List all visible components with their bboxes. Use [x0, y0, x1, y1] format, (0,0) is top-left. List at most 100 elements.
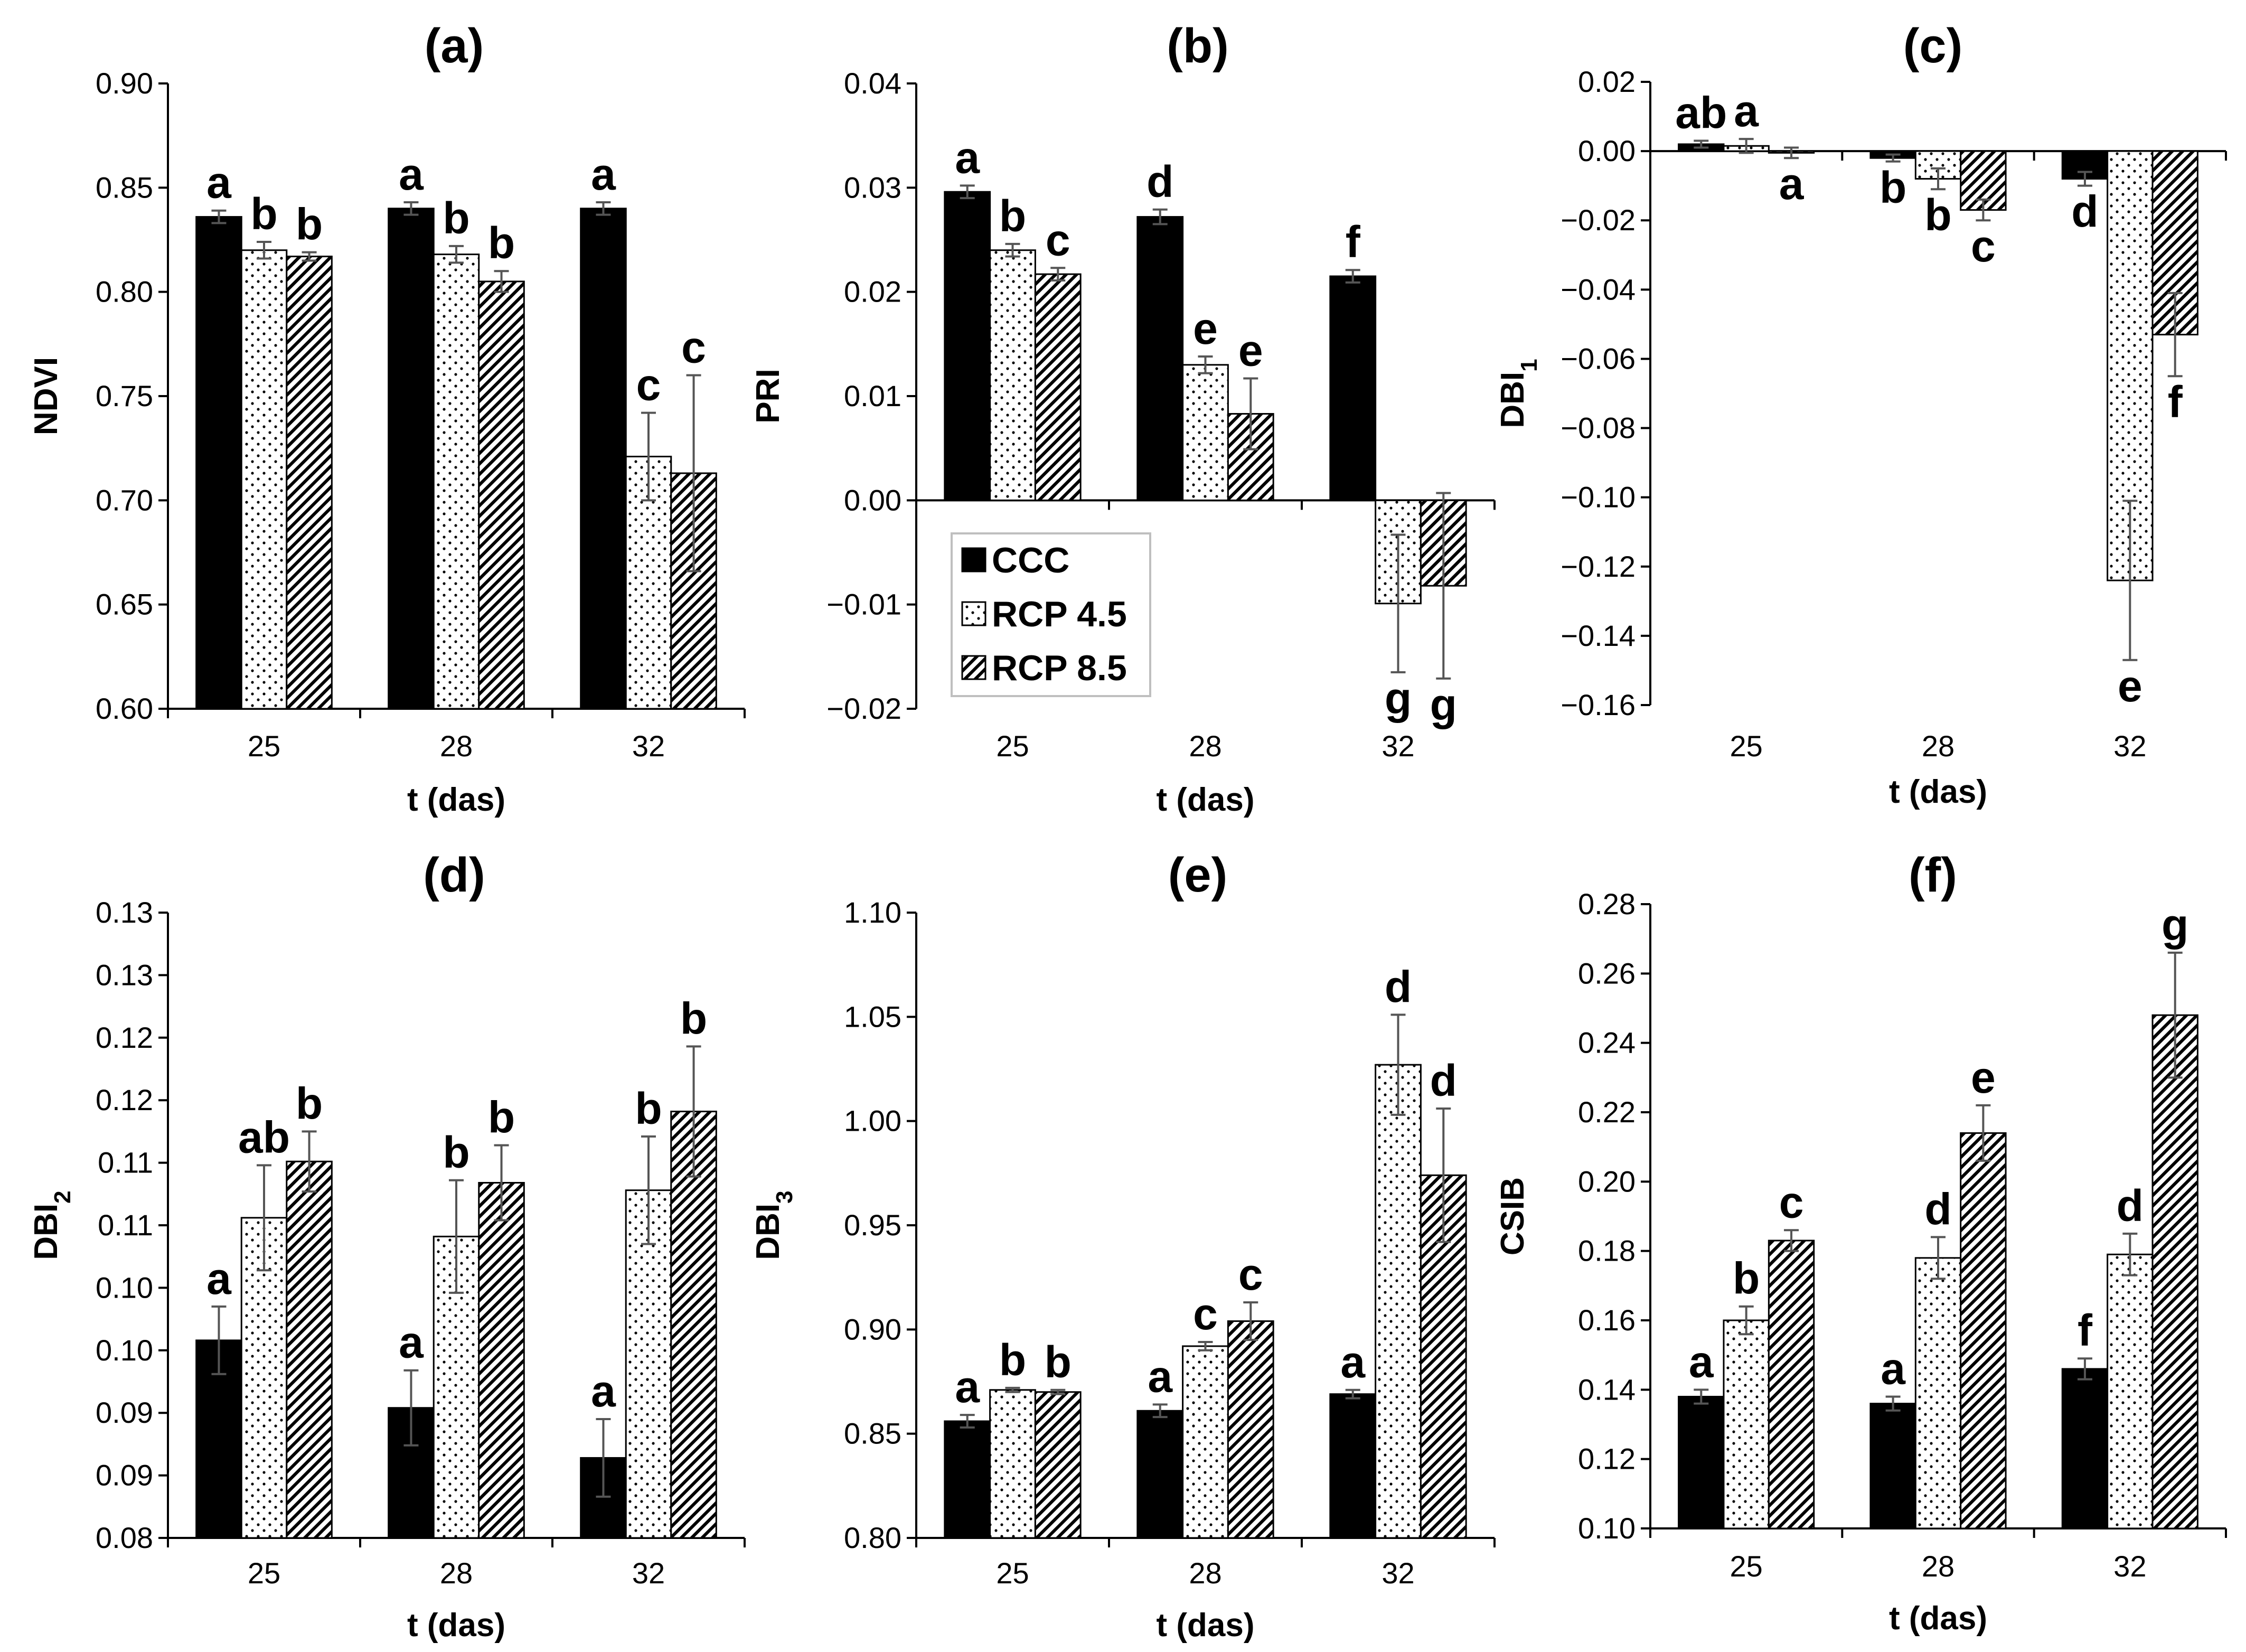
- x-tick-label: 32: [1382, 1556, 1414, 1590]
- y-tick-label: −0.10: [1561, 481, 1636, 514]
- y-axis-label: NDVI: [28, 357, 64, 435]
- y-tick-label: 0.13: [96, 958, 153, 991]
- significance-letter: b: [488, 1092, 515, 1142]
- panel-b: (b) −0.02 −0.01 0.00 0.01 0.02 0.03 0.04 ab c 25 d e…: [750, 19, 1496, 818]
- y-axis-label: PRI: [750, 369, 786, 423]
- significance-letter: b: [1733, 1254, 1760, 1303]
- legend-swatch-rcp85: [961, 655, 986, 680]
- y-tick-label: 0.80: [844, 1521, 901, 1554]
- significance-letter: b: [488, 218, 515, 268]
- y-tick-label: 0.12: [96, 1083, 153, 1116]
- bar-ccc: [1136, 1410, 1184, 1539]
- y-tick-label: 0.08: [96, 1521, 153, 1554]
- y-tick-label: 0.11: [98, 1208, 153, 1242]
- y-tick-label: 0.70: [96, 483, 153, 517]
- bar-rcp85: [2151, 1014, 2198, 1529]
- panel-title: (c): [1903, 19, 1962, 73]
- significance-letter: a: [955, 1362, 980, 1412]
- bar-rcp85: [286, 256, 333, 710]
- y-tick-label: 1.00: [844, 1104, 901, 1138]
- y-tick-label: −0.02: [826, 692, 901, 725]
- x-tick-label: 28: [1922, 1550, 1954, 1583]
- significance-letter: c: [1046, 215, 1070, 265]
- bar-rcp45: [1375, 1064, 1422, 1539]
- x-axis-label: t (das): [1889, 774, 1987, 810]
- significance-letter: b: [250, 189, 277, 239]
- significance-letter: g: [2162, 900, 2188, 950]
- significance-letter: f: [1346, 217, 1361, 267]
- y-tick-label: 0.18: [1578, 1234, 1636, 1268]
- significance-letter: d: [2071, 187, 2098, 237]
- y-axis-label: DBI2: [28, 1190, 76, 1260]
- x-axis-label: t (das): [1889, 1600, 1987, 1637]
- bar-rcp85: [1034, 1391, 1082, 1539]
- y-axis-label: CSIB: [1495, 1177, 1531, 1255]
- y-tick-label: 0.12: [96, 1021, 153, 1054]
- bar-rcp45: [1723, 1319, 1770, 1529]
- y-tick-label: 0.85: [96, 171, 153, 204]
- y-tick-label: −0.02: [1561, 203, 1636, 237]
- y-tick-label: 0.12: [1578, 1442, 1636, 1476]
- significance-letter: a: [1881, 1344, 1906, 1393]
- y-tick-label: 0.10: [96, 1271, 153, 1304]
- y-axis-label-subscript: 1: [1516, 359, 1542, 371]
- significance-letter: b: [999, 191, 1026, 241]
- y-tick-label: 0.90: [844, 1312, 901, 1346]
- significance-letter: a: [1340, 1337, 1366, 1387]
- bar-rcp85: [478, 1181, 525, 1539]
- significance-letter: d: [2117, 1181, 2144, 1231]
- y-tick-label: 0.90: [96, 67, 153, 100]
- y-tick-label: 0.10: [96, 1334, 153, 1367]
- y-tick-label: 0.75: [96, 379, 153, 412]
- x-tick-label: 28: [1189, 729, 1221, 763]
- bar-rcp45: [1182, 364, 1229, 501]
- x-tick-label: 32: [632, 1556, 665, 1590]
- significance-letter: a: [399, 149, 424, 199]
- significance-letter: e: [1193, 304, 1218, 353]
- significance-letter: c: [1193, 1289, 1218, 1339]
- bar-ccc: [1329, 275, 1377, 501]
- x-tick-label: 28: [1922, 729, 1954, 763]
- y-tick-label: 0.14: [1578, 1373, 1636, 1406]
- bar-ccc: [2061, 1368, 2109, 1529]
- significance-letter: a: [591, 1366, 616, 1416]
- significance-letter: b: [296, 1078, 323, 1128]
- panel-title: (a): [425, 19, 484, 73]
- x-tick-label: 32: [2113, 1550, 2146, 1583]
- significance-letter: d: [1924, 1184, 1951, 1234]
- y-tick-label: 0.02: [1578, 65, 1636, 98]
- significance-letter: b: [443, 193, 469, 243]
- y-tick-label: 0.26: [1578, 956, 1636, 990]
- y-tick-label: 1.10: [844, 896, 901, 929]
- bar-rcp45: [1182, 1345, 1229, 1539]
- significance-letter: d: [1385, 962, 1412, 1011]
- y-tick-label: 0.01: [844, 379, 901, 412]
- bar-ccc: [1678, 1395, 1725, 1529]
- significance-letter: a: [1779, 159, 1805, 209]
- significance-letter: ab: [1675, 88, 1727, 137]
- bar-rcp85: [478, 280, 525, 710]
- significance-letter: a: [1734, 86, 1759, 136]
- significance-letter: b: [999, 1335, 1026, 1385]
- panel-f: (f) 0.10 0.12 0.14 0.16 0.18 0.20 0.22 0.24 0.26 0…: [1495, 848, 2227, 1637]
- y-tick-label: −0.08: [1561, 411, 1636, 445]
- bar-rcp85: [670, 1111, 717, 1539]
- significance-letter: c: [681, 323, 706, 372]
- y-tick-label: 0.80: [96, 275, 153, 308]
- bar-ccc: [195, 216, 242, 710]
- x-tick-label: 32: [632, 729, 665, 763]
- y-tick-label: 0.95: [844, 1208, 901, 1242]
- significance-letter: ab: [238, 1112, 290, 1162]
- bar-rcp45: [989, 249, 1036, 501]
- y-tick-label: 0.24: [1578, 1026, 1636, 1059]
- panel-d: (d) 0.08 0.09 0.09 0.10 0.10 0.11 0.11 0.12 0.12 0…: [28, 848, 746, 1644]
- x-tick-label: 28: [440, 1556, 473, 1590]
- significance-letter: d: [1430, 1056, 1457, 1105]
- legend-label-ccc: CCC: [992, 540, 1069, 580]
- y-tick-label: 0.03: [844, 171, 901, 204]
- x-tick-label: 32: [2113, 729, 2146, 763]
- bar-rcp85: [286, 1160, 333, 1539]
